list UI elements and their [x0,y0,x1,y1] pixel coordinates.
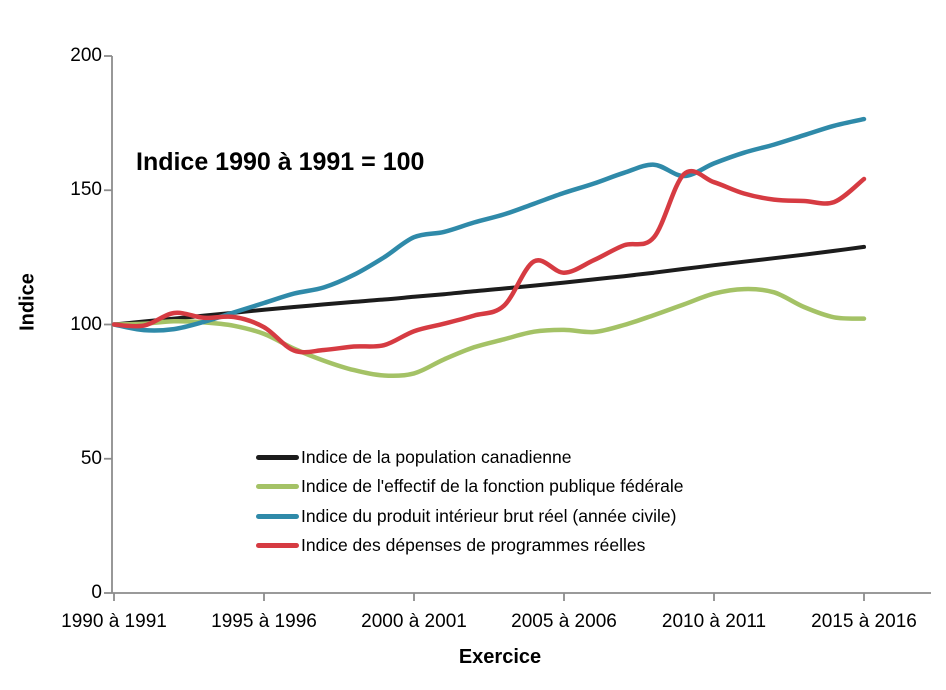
x-tick-label: 2005 à 2006 [511,611,617,632]
legend-item-effectif: Indice de l'effectif de la fonction publ… [256,476,683,498]
series-line-effectif-fonction-publique [111,286,867,379]
x-tick-label: 1995 à 1996 [211,611,317,632]
y-tick-label: 100 [70,313,102,335]
y-tick-label: 0 [91,582,102,603]
legend-swatch-population [256,454,299,460]
legend-swatch-depenses [256,543,299,548]
legend-label-effectif: Indice de l'effectif de la fonction publ… [301,476,684,496]
x-tick-label: 2010 à 2011 [661,611,767,632]
legend-label-population: Indice de la population canadienne [301,446,572,467]
legend-label-pib: Indice du produit intérieur brut réel (a… [301,505,677,526]
legend-item-population: Indice de la population canadienne [256,446,683,468]
legend-label-depenses: Indice des dépenses de programmes réelle… [301,535,646,555]
legend-item-pib: Indice du produit intérieur brut réel (a… [256,505,683,527]
series-line-pib-reel [111,116,867,333]
y-tick-label: 150 [70,179,102,201]
y-tick-label: 50 [80,447,102,469]
legend: Indice de la population canadienne Indic… [256,446,683,564]
legend-item-depenses: Indice des dépenses de programmes réelle… [256,535,683,557]
x-axis-title: Exercice [458,646,542,668]
x-tick-label: 2015 à 2016 [811,611,917,632]
legend-swatch-pib [256,513,299,519]
chart-annotation: Indice 1990 à 1991 = 100 [136,148,425,176]
series-line-depenses-programmes [111,168,867,355]
y-tick-label: 200 [70,45,102,66]
x-tick-label: 2000 à 2001 [361,611,467,632]
x-tick-label: 1990 à 1991 [61,611,167,632]
legend-swatch-effectif [256,484,299,489]
